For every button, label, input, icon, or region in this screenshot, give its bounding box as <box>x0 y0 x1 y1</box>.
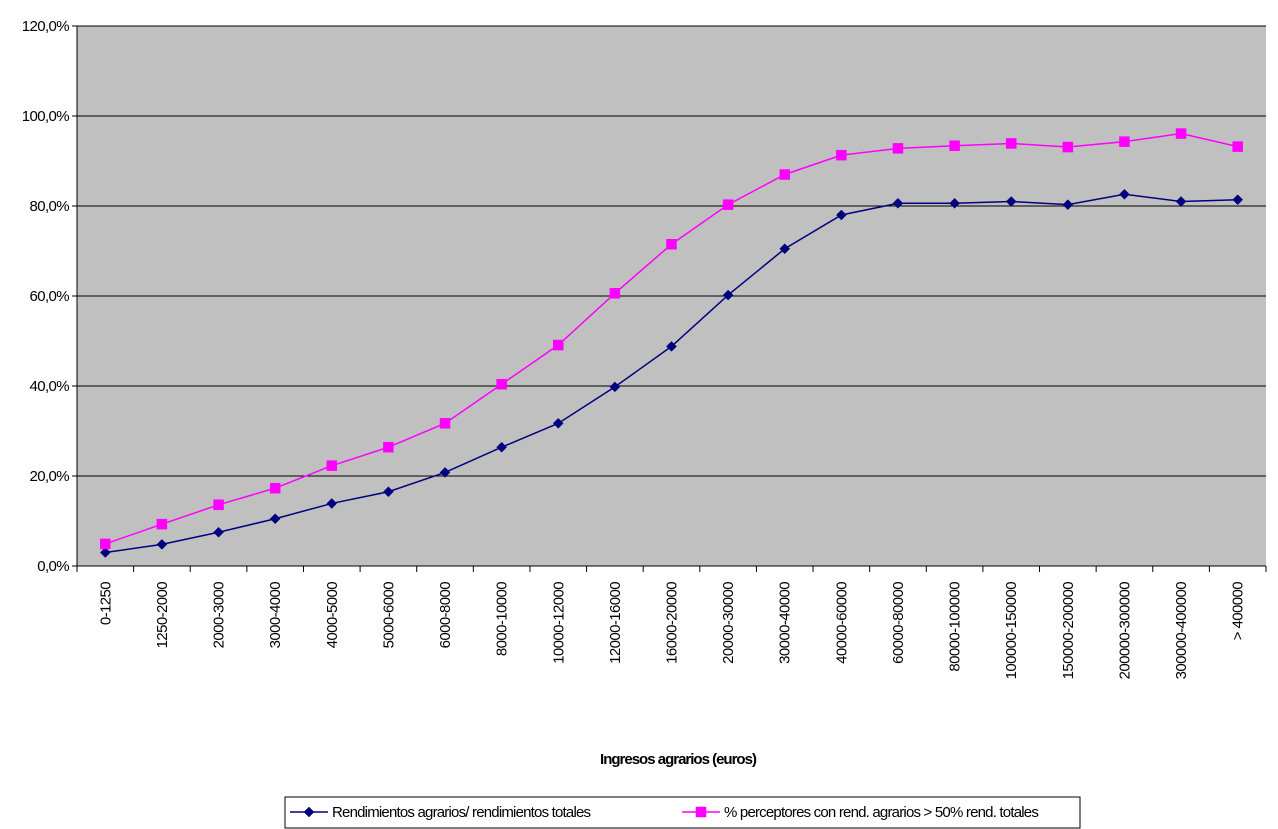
y-tick-label: 0,0% <box>37 558 69 575</box>
data-point <box>213 499 224 511</box>
data-point <box>553 339 564 351</box>
data-point <box>1005 196 1017 207</box>
data-point <box>779 169 790 180</box>
x-tick-label: 200000-300000 <box>1116 582 1133 680</box>
y-tick-label: 100,0% <box>22 108 70 125</box>
data-point <box>1062 141 1074 153</box>
y-tick-label: 20,0% <box>29 468 69 485</box>
legend-marker <box>303 806 315 818</box>
data-point <box>1175 128 1187 139</box>
x-tick-label: 80000-100000 <box>947 582 964 672</box>
legend-marker <box>695 806 707 818</box>
x-tick-label: 40000-60000 <box>833 582 850 664</box>
x-tick-label: > 400000 <box>1230 582 1247 640</box>
series-group <box>99 128 1244 558</box>
y-tick-label: 60,0% <box>29 288 69 305</box>
x-tick-label: 6000-8000 <box>437 582 454 649</box>
data-point <box>100 538 111 550</box>
data-point <box>496 441 507 453</box>
y-tick-label: 40,0% <box>29 378 69 395</box>
series-2 <box>100 128 1243 550</box>
x-tick-label: 16000-20000 <box>664 582 681 664</box>
data-point <box>156 539 168 550</box>
data-point <box>1062 199 1074 211</box>
x-tick-label: 300000-400000 <box>1173 582 1190 680</box>
data-point <box>722 199 734 210</box>
x-tick-label: 60000-80000 <box>890 582 907 664</box>
legend-entry-1: Rendimientos agrarios/ rendimientos tota… <box>290 804 591 821</box>
legend-entry-2: % perceptores con rend. agrarios > 50% r… <box>682 804 1039 821</box>
data-point <box>779 243 791 255</box>
data-point <box>269 513 281 525</box>
data-point <box>1005 138 1017 149</box>
data-point <box>949 197 960 209</box>
data-point <box>1119 136 1130 147</box>
y-tick-label: 120,0% <box>22 18 70 35</box>
data-point <box>1232 141 1243 152</box>
x-tick-label: 8000-10000 <box>494 582 511 656</box>
data-point <box>383 486 394 498</box>
data-point <box>892 197 904 209</box>
x-tick-label: 3000-4000 <box>267 582 284 649</box>
data-point <box>1232 194 1244 206</box>
data-point <box>156 518 168 530</box>
data-point <box>609 381 621 393</box>
x-tick-label: 0-1250 <box>97 582 114 625</box>
data-point <box>836 149 847 161</box>
data-point <box>269 482 281 494</box>
data-point <box>609 288 621 299</box>
x-tick-label: 12000-16000 <box>607 582 624 664</box>
legend-items: Rendimientos agrarios/ rendimientos tota… <box>290 804 1039 821</box>
data-point <box>722 289 734 301</box>
data-point <box>836 209 847 221</box>
y-tick-label: 80,0% <box>29 198 69 215</box>
data-point <box>99 547 111 558</box>
data-point <box>383 441 394 453</box>
data-point <box>439 418 451 429</box>
data-point <box>439 467 451 478</box>
x-axis-ticks: 0-1250 1250-2000 2000-3000 3000-4000 4000-50… <box>76 566 1267 680</box>
data-point <box>326 460 338 471</box>
data-point <box>496 378 507 390</box>
x-tick-label: 5000-6000 <box>380 582 397 649</box>
y-axis-ticks: 0,0% 20,0% 40,0% 60,0% 80,0% 100,0% 120,0% <box>22 18 77 575</box>
data-point <box>326 498 338 509</box>
x-tick-label: 2000-3000 <box>211 582 228 649</box>
x-tick-label: 150000-200000 <box>1060 582 1077 680</box>
data-point <box>213 526 224 538</box>
data-point <box>1119 188 1130 200</box>
x-tick-label: 20000-30000 <box>720 582 737 664</box>
x-tick-label: 4000-5000 <box>324 582 341 649</box>
x-tick-label: 30000-40000 <box>777 582 794 664</box>
data-point <box>892 143 904 154</box>
data-point <box>949 140 960 151</box>
legend-label: Rendimientos agrarios/ rendimientos tota… <box>332 804 591 821</box>
data-point <box>1175 196 1187 207</box>
x-tick-label: 100000-150000 <box>1003 582 1020 680</box>
legend: Rendimientos agrarios/ rendimientos tota… <box>284 796 1081 829</box>
x-tick-label: 10000-12000 <box>550 582 567 664</box>
gridlines <box>77 25 1266 477</box>
data-point <box>666 239 677 250</box>
x-axis-title: Ingresos agrarios (euros) <box>600 751 757 768</box>
x-tick-label: 1250-2000 <box>154 582 171 649</box>
series-1 <box>99 188 1244 558</box>
data-point <box>666 341 677 352</box>
legend-label: % perceptores con rend. agrarios > 50% r… <box>724 804 1038 821</box>
data-point <box>552 417 564 429</box>
